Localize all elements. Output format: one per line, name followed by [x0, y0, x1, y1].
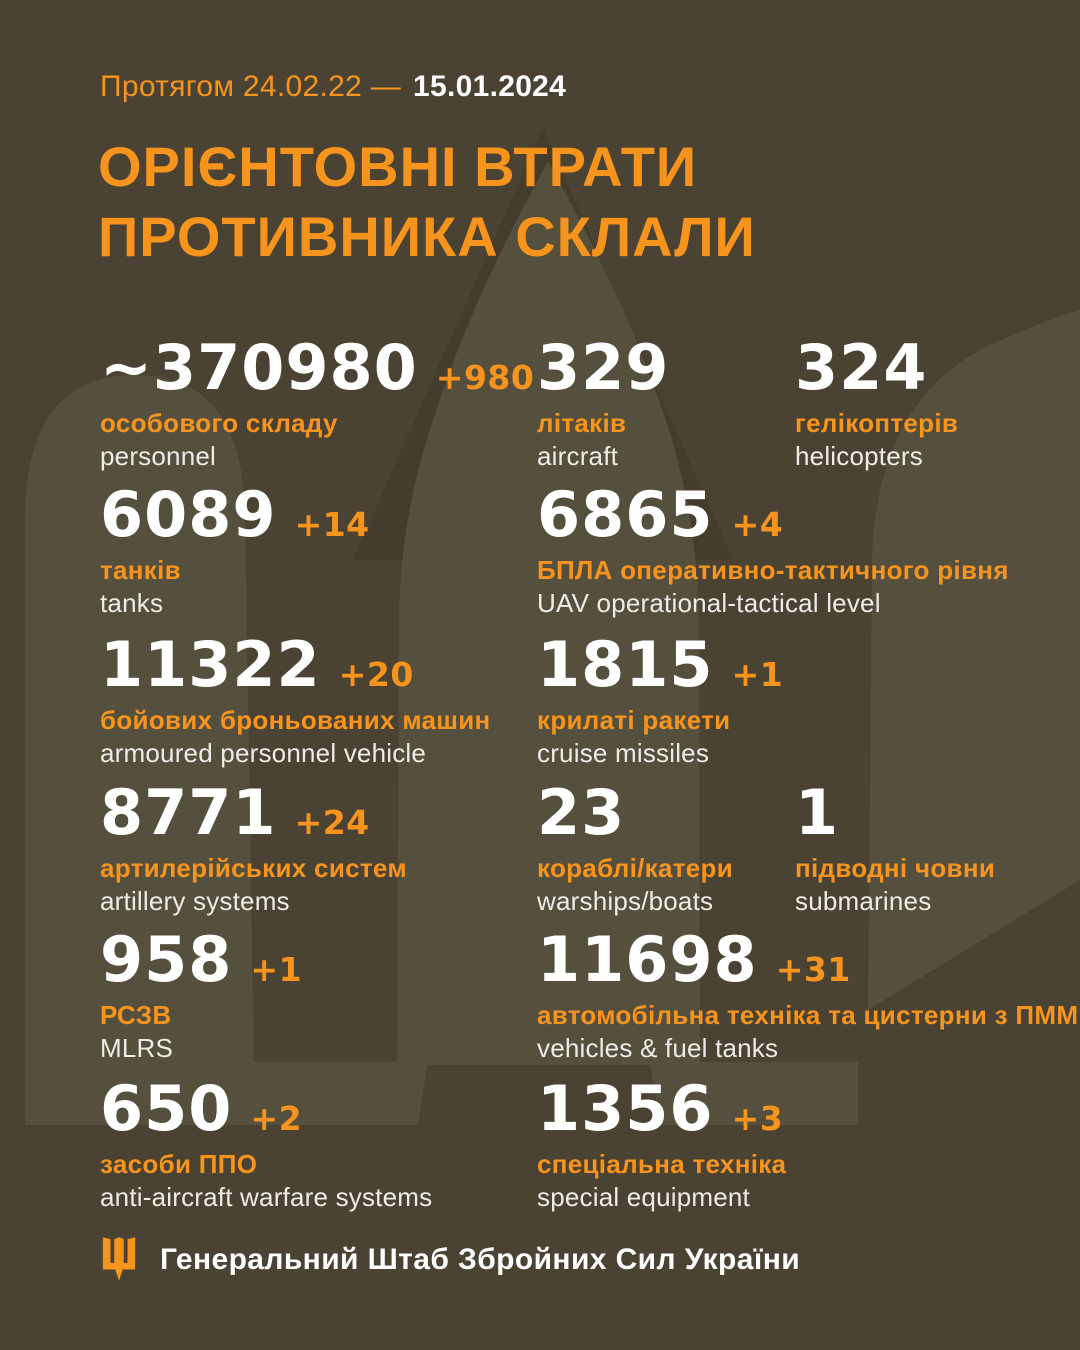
stat-label-en: armoured personnel vehicle — [100, 738, 427, 768]
stat-value-line: ~370980 +980 — [100, 337, 534, 399]
page-title: ОРІЄНТОВНІ ВТРАТИ ПРОТИВНИКА СКЛАЛИ — [98, 132, 756, 272]
stat-label-en: special equipment — [537, 1182, 750, 1212]
stat-label-ua: автомобільна техніка та цистерни з ПММ — [537, 1000, 1079, 1030]
stat-value: 1815 — [537, 628, 714, 701]
stat-label-ua: особового складу — [100, 408, 338, 438]
stat-value-line: 11322 +20 — [100, 634, 491, 696]
stat-warships: 23 кораблі/катери warships/boats — [537, 782, 734, 917]
stat-cruise-missiles: 1815 +1 крилаті ракети cruise missiles — [537, 634, 783, 769]
footer: Генеральний Штаб Збройних Сил України — [100, 1232, 800, 1288]
stat-value-line: 650 +2 — [100, 1078, 432, 1140]
stat-delta: +1 — [250, 950, 303, 989]
stat-delta: +31 — [775, 950, 851, 989]
stat-value-line: 958 +1 — [100, 929, 302, 991]
stat-special-equipment: 1356 +3 спеціальна техніка special equip… — [537, 1078, 787, 1213]
stat-value: ~370980 — [100, 331, 418, 404]
stat-delta: +4 — [731, 505, 784, 544]
stat-value-line: 23 — [537, 782, 733, 844]
stat-value-line: 1356 +3 — [537, 1078, 786, 1140]
page-title-line2: ПРОТИВНИКА СКЛАЛИ — [98, 205, 756, 268]
stat-label-ua: спеціальна техніка — [537, 1149, 787, 1179]
stat-label-ua: артилерійських систем — [100, 853, 407, 883]
stat-delta: +20 — [338, 655, 414, 694]
stat-anti-aircraft: 650 +2 засоби ППО anti-aircraft warfare … — [100, 1078, 433, 1213]
stat-value-line: 8771 +24 — [100, 782, 407, 844]
stat-value: 1356 — [537, 1072, 714, 1145]
stat-value: 650 — [100, 1072, 233, 1145]
watermark-left-prong — [25, 375, 255, 1125]
stat-label-en: artillery systems — [100, 886, 290, 916]
stat-uav: 6865 +4 БПЛА оперативно-тактичного рівня… — [537, 484, 1009, 619]
stat-label-en: warships/boats — [537, 886, 714, 916]
stat-delta: +980 — [435, 358, 535, 397]
stat-label-en: submarines — [795, 886, 932, 916]
stat-value: 6865 — [537, 478, 714, 551]
stat-label-ua: гелікоптерів — [795, 408, 959, 438]
stat-label-en: anti-aircraft warfare systems — [100, 1182, 433, 1212]
stat-label-ua: танків — [100, 555, 181, 585]
stat-value-line: 329 — [537, 337, 687, 399]
stat-delta: +24 — [294, 803, 370, 842]
watermark-right-prong — [868, 310, 1080, 1010]
stat-label-en: vehicles & fuel tanks — [537, 1033, 779, 1063]
stat-value: 958 — [100, 923, 233, 996]
stat-label-en: tanks — [100, 588, 164, 618]
stat-delta: +3 — [731, 1099, 784, 1138]
stat-label-ua: бойових броньованих машин — [100, 705, 491, 735]
stat-value: 11698 — [537, 923, 758, 996]
stat-label-en: helicopters — [795, 441, 923, 471]
stat-value: 329 — [537, 331, 670, 404]
stat-value: 11322 — [100, 628, 321, 701]
stat-label-en: personnel — [100, 441, 216, 471]
stat-label-ua: РСЗВ — [100, 1000, 172, 1030]
report-date: 15.01.2024 — [413, 70, 567, 103]
stat-label-en: cruise missiles — [537, 738, 710, 768]
stat-submarines: 1 підводні човни submarines — [795, 782, 996, 917]
stat-tanks: 6089 +14 танків tanks — [100, 484, 370, 619]
stat-value-line: 6089 +14 — [100, 484, 370, 546]
stat-armoured-vehicles: 11322 +20 бойових броньованих машин armo… — [100, 634, 491, 769]
stat-label-ua: засоби ППО — [100, 1149, 258, 1179]
stat-personnel: ~370980 +980 особового складу personnel — [100, 337, 534, 472]
page-title-line1: ОРІЄНТОВНІ ВТРАТИ — [98, 135, 698, 198]
stat-helicopters: 324 гелікоптерів helicopters — [795, 337, 959, 472]
stat-value-line: 324 — [795, 337, 958, 399]
watermark-crossbar-left — [205, 1062, 428, 1125]
stat-label-ua: БПЛА оперативно-тактичного рівня — [537, 555, 1009, 585]
stat-value-line: 1815 +1 — [537, 634, 783, 696]
stat-delta: +2 — [250, 1099, 303, 1138]
stat-mlrs: 958 +1 РСЗВ MLRS — [100, 929, 302, 1064]
stat-label-ua: крилаті ракети — [537, 705, 731, 735]
report-period: Протягом 24.02.22 — 15.01.2024 — [100, 70, 566, 104]
stat-label-en: aircraft — [537, 441, 619, 471]
trident-icon — [102, 1237, 136, 1281]
stat-value-line: 1 — [795, 782, 995, 844]
stat-label-ua: підводні човни — [795, 853, 996, 883]
stat-aircraft: 329 літаків aircraft — [537, 337, 687, 472]
stat-label-en: UAV operational-tactical level — [537, 588, 881, 618]
stat-label-en: MLRS — [100, 1033, 174, 1063]
stat-value: 6089 — [100, 478, 277, 551]
stat-value: 23 — [537, 776, 626, 849]
stat-vehicles-fuel-tanks: 11698 +31 автомобільна техніка та цистер… — [537, 929, 1079, 1064]
stat-value: 324 — [795, 331, 928, 404]
stat-value-line: 11698 +31 — [537, 929, 1078, 991]
stat-delta: +1 — [731, 655, 784, 694]
stat-value: 1 — [795, 776, 840, 849]
period-prefix: Протягом 24.02.22 — — [100, 70, 401, 103]
stat-value-line: 6865 +4 — [537, 484, 1009, 546]
stat-artillery: 8771 +24 артилерійських систем artillery… — [100, 782, 407, 917]
stat-label-ua: літаків — [537, 408, 627, 438]
stat-label-ua: кораблі/катери — [537, 853, 734, 883]
organization-name: Генеральний Штаб Збройних Сил України — [160, 1243, 801, 1276]
watermark-crossbar-right — [650, 1062, 858, 1125]
watermark-center-prong — [397, 162, 700, 1065]
stat-value: 8771 — [100, 776, 277, 849]
stat-delta: +14 — [294, 505, 370, 544]
